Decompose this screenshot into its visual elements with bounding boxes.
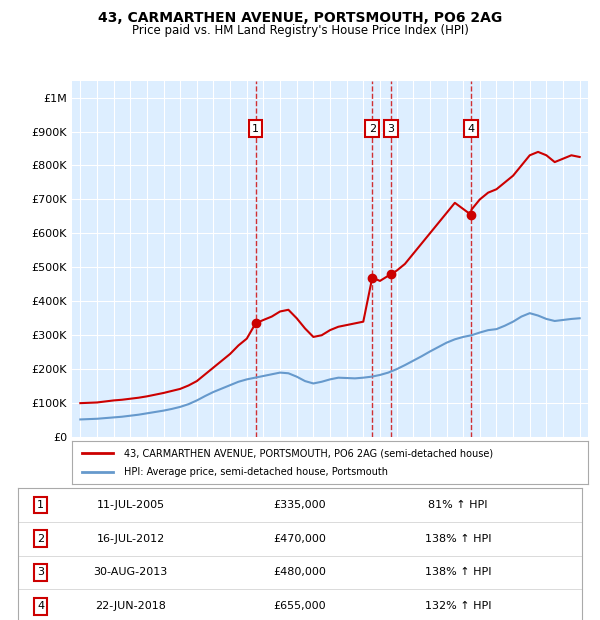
Text: 138% ↑ HPI: 138% ↑ HPI	[425, 534, 491, 544]
Text: HPI: Average price, semi-detached house, Portsmouth: HPI: Average price, semi-detached house,…	[124, 467, 388, 477]
Text: 16-JUL-2012: 16-JUL-2012	[97, 534, 165, 544]
Text: 138% ↑ HPI: 138% ↑ HPI	[425, 567, 491, 577]
Text: 30-AUG-2013: 30-AUG-2013	[94, 567, 168, 577]
Text: £655,000: £655,000	[274, 601, 326, 611]
Text: Price paid vs. HM Land Registry's House Price Index (HPI): Price paid vs. HM Land Registry's House …	[131, 24, 469, 37]
Text: 4: 4	[467, 124, 475, 134]
Text: 2: 2	[369, 124, 376, 134]
Text: £480,000: £480,000	[274, 567, 326, 577]
Text: 3: 3	[37, 567, 44, 577]
Text: 1: 1	[252, 124, 259, 134]
Text: 2: 2	[37, 534, 44, 544]
Text: 43, CARMARTHEN AVENUE, PORTSMOUTH, PO6 2AG (semi-detached house): 43, CARMARTHEN AVENUE, PORTSMOUTH, PO6 2…	[124, 448, 493, 458]
Text: 1: 1	[37, 500, 44, 510]
Text: 22-JUN-2018: 22-JUN-2018	[95, 601, 166, 611]
Text: 132% ↑ HPI: 132% ↑ HPI	[425, 601, 491, 611]
Text: £335,000: £335,000	[274, 500, 326, 510]
Text: 11-JUL-2005: 11-JUL-2005	[97, 500, 165, 510]
Text: 3: 3	[388, 124, 394, 134]
Text: 43, CARMARTHEN AVENUE, PORTSMOUTH, PO6 2AG: 43, CARMARTHEN AVENUE, PORTSMOUTH, PO6 2…	[98, 11, 502, 25]
Text: £470,000: £470,000	[274, 534, 326, 544]
Text: 4: 4	[37, 601, 44, 611]
Text: 81% ↑ HPI: 81% ↑ HPI	[428, 500, 488, 510]
